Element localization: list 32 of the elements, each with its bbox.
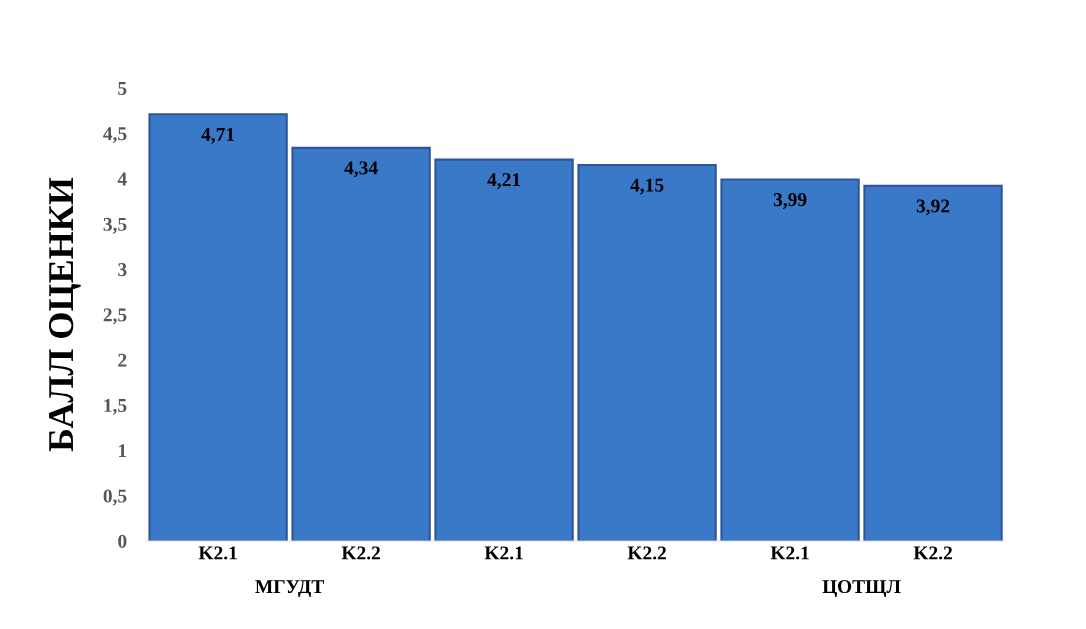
x-tick-label: K2.1 <box>198 546 237 560</box>
x-tick-label: K2.2 <box>627 546 666 560</box>
y-tick-label: 2,5 <box>103 308 127 325</box>
y-axis-title: БАЛЛ ОЦЕНКИ <box>49 177 81 452</box>
y-tick-label: 5 <box>118 82 127 95</box>
data-label: 4,21 <box>487 173 521 190</box>
bar <box>291 146 431 541</box>
bar <box>434 158 574 541</box>
data-label: 4,34 <box>344 161 378 178</box>
y-tick-label: 2 <box>118 353 127 367</box>
bar <box>577 164 717 541</box>
data-label: 3,92 <box>916 199 950 216</box>
y-tick-label: 1,5 <box>104 398 127 415</box>
text: МГУДТ <box>255 580 324 598</box>
y-tick-label: 3,5 <box>103 217 127 234</box>
y-tick-label: 4 <box>117 172 127 186</box>
x-tick-label: K2.2 <box>341 546 380 560</box>
bar <box>720 178 860 541</box>
y-tick-label: 4,5 <box>103 127 127 144</box>
y-tick-label: 3 <box>118 263 127 277</box>
x-tick-label: K2.1 <box>484 546 523 560</box>
x-tick-label: K2.1 <box>770 546 809 560</box>
y-tick-label: 1 <box>119 444 127 458</box>
bar <box>863 184 1003 541</box>
data-label: 4,15 <box>630 178 664 195</box>
bar <box>148 113 288 541</box>
text: ЦОТЩЛ <box>822 580 901 598</box>
x-tick-label: K2.2 <box>913 546 952 560</box>
data-label: 4,71 <box>201 127 235 144</box>
data-label: 3,99 <box>773 193 807 209</box>
y-tick-label: 0,5 <box>103 489 127 506</box>
y-tick-label: 0 <box>118 534 127 548</box>
